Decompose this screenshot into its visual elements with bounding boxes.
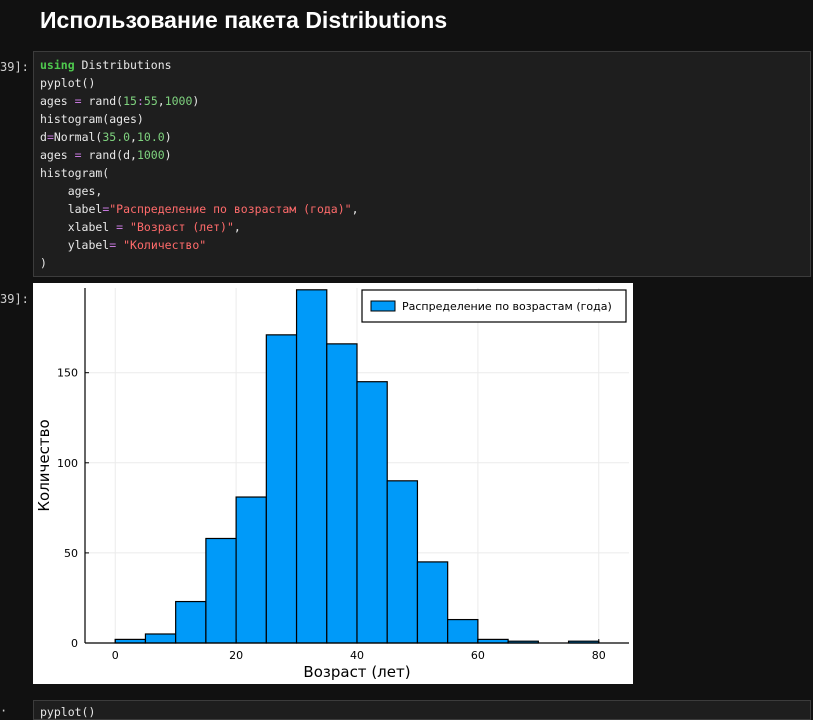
code-token: ages <box>40 148 75 162</box>
code-line: histogram( <box>40 164 109 182</box>
code-token: Normal( <box>53 130 103 144</box>
histogram-bar <box>386 480 419 644</box>
code-token: d <box>40 130 47 144</box>
y-tick-label: 50 <box>64 547 78 560</box>
code-cell[interactable]: using Distributions pyplot() ages = rand(1… <box>33 51 811 277</box>
legend-label: Распределение по возрастам (года) <box>402 300 612 313</box>
code-token: Distributions <box>74 58 172 72</box>
next-cell-code: pyplot() <box>40 705 96 719</box>
code-token: xlabel <box>40 220 117 234</box>
histogram-bar <box>295 289 328 644</box>
code-token: ylabel <box>40 238 110 252</box>
code-token: = <box>116 220 124 234</box>
x-tick-label: 0 <box>112 649 119 662</box>
next-cell-prompt: · <box>0 704 8 718</box>
code-token: 35.0 <box>102 130 131 144</box>
x-tick-label: 60 <box>471 649 485 662</box>
code-token: histogram( <box>40 166 110 180</box>
code-token: = <box>74 148 82 162</box>
code-token: "Распределение по возрастам (года)" <box>109 202 352 216</box>
code-token: , <box>351 202 359 216</box>
y-axis-title: Количество <box>35 419 53 511</box>
code-token: = <box>74 94 82 108</box>
code-token: 10.0 <box>136 130 165 144</box>
code-token: 1000 <box>164 94 193 108</box>
code-token: ) <box>192 94 200 108</box>
code-token: rand(d, <box>81 148 137 162</box>
code-token: histogram(ages) <box>40 112 144 126</box>
code-line: label="Распределение по возрастам (года)… <box>40 200 359 218</box>
code-line: pyplot() <box>40 74 95 92</box>
x-tick-label: 20 <box>229 649 243 662</box>
code-token: , <box>233 220 241 234</box>
code-token: = <box>102 202 110 216</box>
code-line: using Distributions <box>40 56 172 74</box>
code-line: d=Normal(35.0,10.0) <box>40 128 172 146</box>
code-token: = <box>46 130 54 144</box>
code-token: "Возраст (лет)" <box>130 220 234 234</box>
code-token: label <box>40 202 103 216</box>
histogram-bar <box>416 561 449 644</box>
code-token: ages, <box>40 184 103 198</box>
code-token: ) <box>164 148 172 162</box>
code-line: histogram(ages) <box>40 110 144 128</box>
code-token: 55 <box>143 94 158 108</box>
x-tick-label: 40 <box>350 649 364 662</box>
code-token: ages <box>40 94 75 108</box>
code-line: ylabel= "Количество" <box>40 236 207 254</box>
code-line: ages, <box>40 182 103 200</box>
code-token: ) <box>40 256 47 270</box>
histogram-bar <box>326 343 358 644</box>
histogram-bar <box>235 496 267 644</box>
code-token: "Количество" <box>123 238 207 252</box>
histogram-chart: 0 20 40 60 80 0 50 100 150 Возраст (лет) Количеств… <box>35 288 629 681</box>
histogram-bar <box>356 381 388 644</box>
histogram-bar <box>175 600 207 644</box>
code-line: ages = rand(d,1000) <box>40 146 172 164</box>
code-token: 1000 <box>136 148 165 162</box>
histogram-bar <box>265 334 298 644</box>
section-heading: Использование пакета Distributions <box>40 7 448 33</box>
code-token: pyplot() <box>40 76 96 90</box>
histogram-bar <box>447 618 479 644</box>
histogram-bar <box>205 537 237 644</box>
x-tick-label: 80 <box>592 649 606 662</box>
code-token: = <box>109 238 117 252</box>
y-tick-label: 100 <box>57 457 78 470</box>
code-token: , <box>130 130 137 144</box>
code-token: 15 <box>123 94 137 108</box>
input-prompt: 39]: <box>0 60 29 74</box>
code-token: rand( <box>81 94 124 108</box>
code-token: , <box>157 94 165 108</box>
output-prompt: 39]: <box>0 292 29 306</box>
legend-swatch <box>370 300 396 312</box>
code-token: ) <box>164 130 172 144</box>
y-tick-label: 150 <box>57 367 78 380</box>
next-code-cell[interactable]: pyplot() <box>33 700 811 720</box>
code-line: ) <box>40 254 47 272</box>
plot-output: 0 20 40 60 80 0 50 100 150 Возраст (лет) Количеств… <box>33 283 633 684</box>
code-token: : <box>136 94 144 108</box>
code-line: ages = rand(15:55,1000) <box>40 92 199 110</box>
code-token <box>123 220 130 234</box>
y-tick-label: 0 <box>71 637 78 650</box>
code-line: xlabel = "Возраст (лет)", <box>40 218 241 236</box>
legend-box <box>361 289 627 323</box>
histogram-bar <box>144 633 177 644</box>
x-axis-title: Возраст (лет) <box>303 663 410 681</box>
code-token: using <box>40 58 75 72</box>
